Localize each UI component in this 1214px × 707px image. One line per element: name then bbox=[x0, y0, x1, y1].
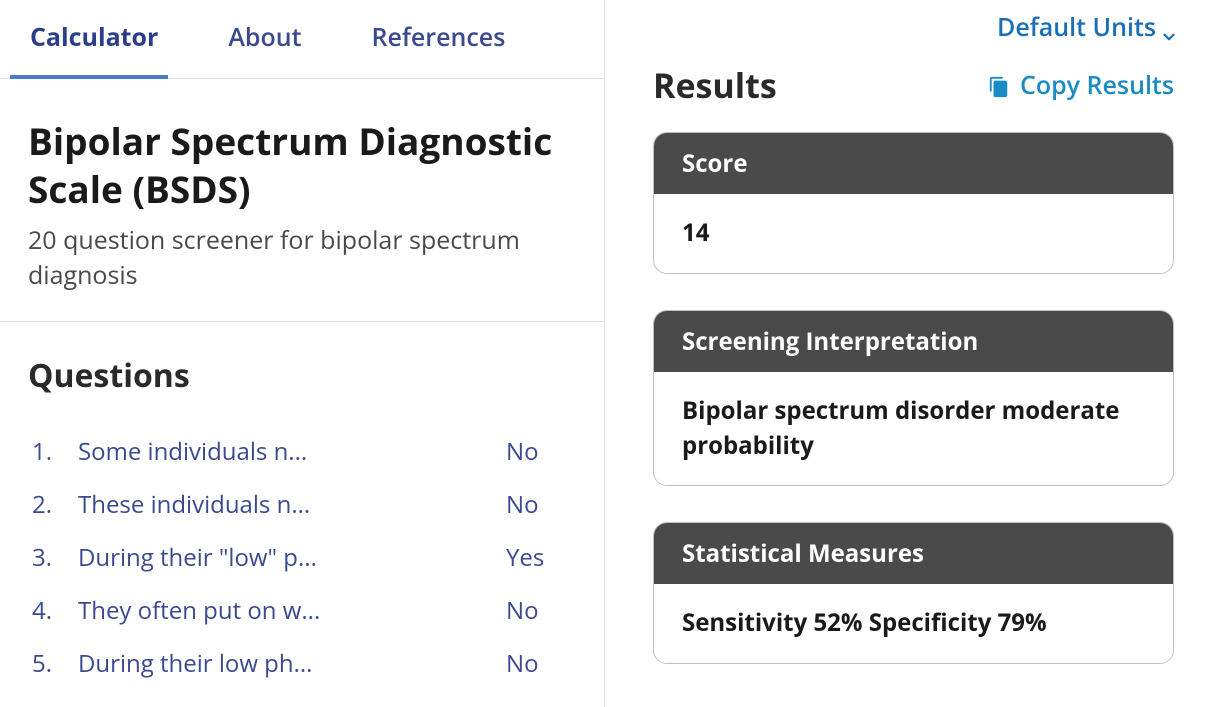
question-num: 3. bbox=[28, 541, 78, 574]
questions-title: Questions bbox=[28, 354, 576, 397]
question-text: These individuals n... bbox=[78, 488, 506, 521]
tabs-bar: Calculator About References bbox=[0, 0, 604, 79]
question-num: 1. bbox=[28, 435, 78, 468]
question-text: They often put on w... bbox=[78, 594, 506, 627]
question-row[interactable]: 1. Some individuals n... No bbox=[28, 425, 576, 478]
questions-section: Questions 1. Some individuals n... No 2.… bbox=[0, 322, 604, 690]
question-answer: No bbox=[506, 594, 576, 627]
question-text: Some individuals n... bbox=[78, 435, 506, 468]
left-panel: Calculator About References Bipolar Spec… bbox=[0, 0, 605, 707]
result-card-header: Statistical Measures bbox=[654, 523, 1173, 584]
result-card-body: 14 bbox=[654, 194, 1173, 273]
page-title: Bipolar Spectrum Diagnostic Scale (BSDS) bbox=[28, 117, 576, 213]
copy-icon bbox=[988, 73, 1010, 97]
tab-about[interactable]: About bbox=[198, 0, 341, 78]
question-num: 5. bbox=[28, 647, 78, 680]
question-num: 4. bbox=[28, 594, 78, 627]
units-row: Default Units bbox=[653, 0, 1174, 44]
question-text: During their low ph... bbox=[78, 647, 506, 680]
result-card-body: Sensitivity 52% Specificity 79% bbox=[654, 584, 1173, 663]
result-card-interpretation: Screening Interpretation Bipolar spectru… bbox=[653, 310, 1174, 487]
question-row[interactable]: 5. During their low ph... No bbox=[28, 637, 576, 690]
tab-calculator[interactable]: Calculator bbox=[0, 0, 198, 78]
right-panel: Default Units Results Copy Results Score… bbox=[605, 0, 1214, 707]
results-header: Results Copy Results bbox=[653, 44, 1174, 132]
question-answer: Yes bbox=[506, 541, 576, 574]
question-answer: No bbox=[506, 488, 576, 521]
units-dropdown[interactable]: Default Units bbox=[997, 10, 1174, 44]
units-label: Default Units bbox=[997, 10, 1156, 44]
question-num: 2. bbox=[28, 488, 78, 521]
result-card-header: Screening Interpretation bbox=[654, 311, 1173, 372]
header-section: Bipolar Spectrum Diagnostic Scale (BSDS)… bbox=[0, 79, 604, 322]
result-card-header: Score bbox=[654, 133, 1173, 194]
tab-references[interactable]: References bbox=[341, 0, 545, 78]
question-text: During their "low" p... bbox=[78, 541, 506, 574]
question-row[interactable]: 3. During their "low" p... Yes bbox=[28, 531, 576, 584]
result-card-body: Bipolar spectrum disorder moderate proba… bbox=[654, 372, 1173, 486]
question-answer: No bbox=[506, 647, 576, 680]
question-row[interactable]: 2. These individuals n... No bbox=[28, 478, 576, 531]
chevron-down-icon bbox=[1160, 20, 1174, 34]
question-answer: No bbox=[506, 435, 576, 468]
result-card-statistical: Statistical Measures Sensitivity 52% Spe… bbox=[653, 522, 1174, 664]
results-title: Results bbox=[653, 62, 777, 108]
result-card-score: Score 14 bbox=[653, 132, 1174, 274]
question-row[interactable]: 4. They often put on w... No bbox=[28, 584, 576, 637]
copy-results-label: Copy Results bbox=[1020, 68, 1174, 102]
page-subtitle: 20 question screener for bipolar spectru… bbox=[28, 223, 576, 293]
copy-results-button[interactable]: Copy Results bbox=[988, 68, 1174, 102]
